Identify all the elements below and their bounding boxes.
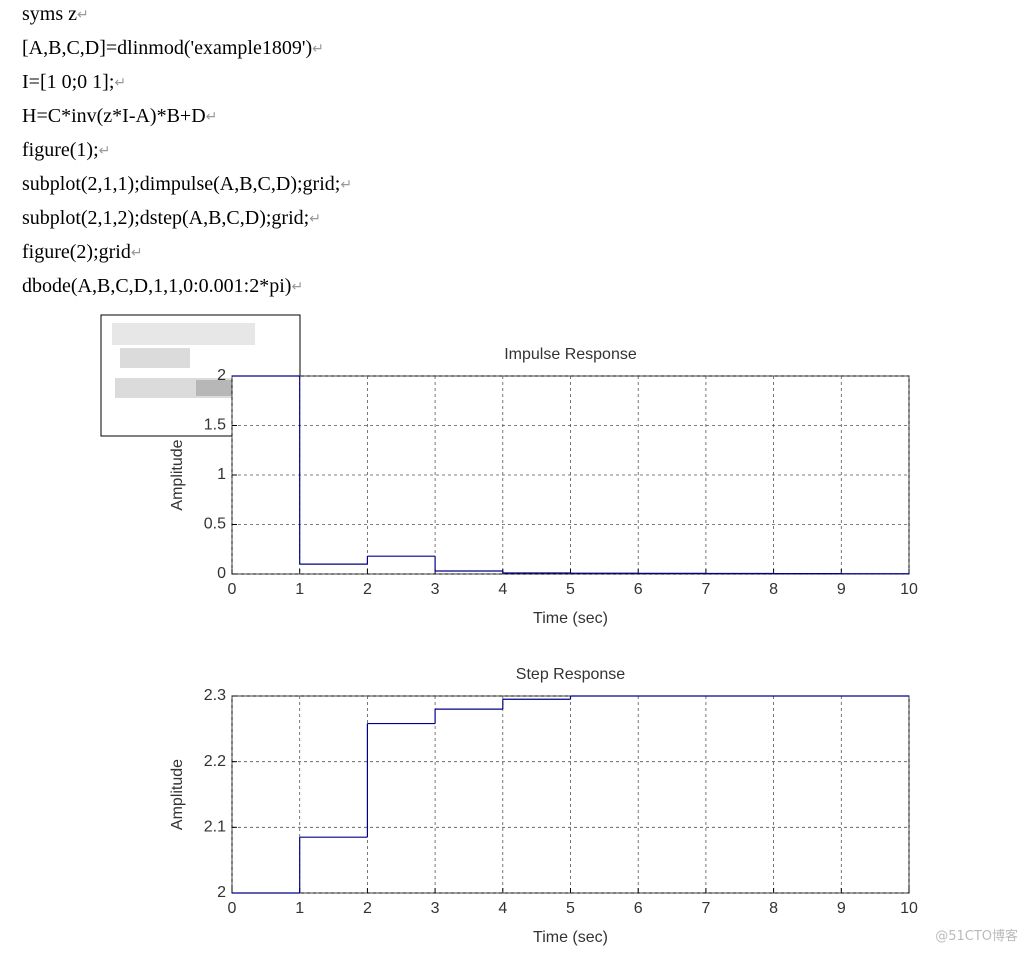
y-tick-label: 1 <box>217 466 226 483</box>
y-axis-label: Amplitude <box>169 759 186 830</box>
code-text: I=[1 0;0 1]; <box>22 71 114 93</box>
code-line: syms z↵ <box>22 3 89 25</box>
x-tick-label: 8 <box>769 581 778 598</box>
y-tick-label: 2 <box>217 367 226 384</box>
y-tick-label: 2.2 <box>204 753 226 770</box>
x-tick-label: 7 <box>701 581 710 598</box>
x-tick-label: 10 <box>900 581 918 598</box>
x-tick-label: 1 <box>295 581 304 598</box>
chart-title: Step Response <box>516 666 626 683</box>
return-mark: ↵ <box>77 7 89 23</box>
x-tick-label: 6 <box>634 581 643 598</box>
code-text: H=C*inv(z*I-A)*B+D <box>22 105 206 127</box>
y-tick-label: 2.1 <box>204 819 226 836</box>
code-line: figure(2);grid↵ <box>22 241 143 263</box>
x-tick-label: 7 <box>701 900 710 917</box>
x-tick-label: 2 <box>363 581 372 598</box>
x-tick-label: 6 <box>634 900 643 917</box>
code-text: syms z <box>22 3 77 25</box>
x-tick-label: 5 <box>566 900 575 917</box>
x-tick-label: 8 <box>769 900 778 917</box>
return-mark: ↵ <box>131 245 143 261</box>
code-line: subplot(2,1,2);dstep(A,B,C,D);grid;↵ <box>22 207 321 229</box>
return-mark: ↵ <box>291 279 303 295</box>
y-axis-label: Amplitude <box>169 439 186 510</box>
code-line: [A,B,C,D]=dlinmod('example1809')↵ <box>22 37 324 59</box>
code-text: figure(2);grid <box>22 241 131 263</box>
x-axis-label: Time (sec) <box>533 929 608 946</box>
code-line: subplot(2,1,1);dimpulse(A,B,C,D);grid;↵ <box>22 173 352 195</box>
x-tick-label: 3 <box>431 581 440 598</box>
code-text: subplot(2,1,1);dimpulse(A,B,C,D);grid; <box>22 173 340 195</box>
y-tick-label: 0.5 <box>204 516 226 533</box>
x-tick-label: 10 <box>900 900 918 917</box>
y-tick-label: 2 <box>217 884 226 901</box>
x-tick-label: 9 <box>837 900 846 917</box>
code-text: figure(1); <box>22 139 99 161</box>
watermark: @51CTO博客 <box>935 928 1018 944</box>
x-tick-label: 2 <box>363 900 372 917</box>
x-tick-label: 0 <box>228 900 237 917</box>
return-mark: ↵ <box>114 75 126 91</box>
chart-title: Impulse Response <box>504 346 637 363</box>
return-mark: ↵ <box>309 211 321 227</box>
x-tick-label: 4 <box>498 581 507 598</box>
code-line: dbode(A,B,C,D,1,1,0:0.001:2*pi)↵ <box>22 275 303 297</box>
code-line: H=C*inv(z*I-A)*B+D↵ <box>22 105 217 127</box>
code-text: subplot(2,1,2);dstep(A,B,C,D);grid; <box>22 207 309 229</box>
code-line: figure(1);↵ <box>22 139 110 161</box>
code-line: I=[1 0;0 1];↵ <box>22 71 126 93</box>
y-tick-label: 1.5 <box>204 417 226 434</box>
x-tick-label: 3 <box>431 900 440 917</box>
return-mark: ↵ <box>206 109 218 125</box>
redacted-blur <box>112 323 255 398</box>
x-tick-label: 4 <box>498 900 507 917</box>
x-tick-label: 9 <box>837 581 846 598</box>
code-text: dbode(A,B,C,D,1,1,0:0.001:2*pi) <box>22 275 291 297</box>
y-tick-label: 0 <box>217 565 226 582</box>
x-tick-label: 0 <box>228 581 237 598</box>
y-tick-label: 2.3 <box>204 687 226 704</box>
return-mark: ↵ <box>99 143 111 159</box>
x-axis-label: Time (sec) <box>533 610 608 627</box>
return-mark: ↵ <box>340 177 352 193</box>
x-tick-label: 1 <box>295 900 304 917</box>
return-mark: ↵ <box>312 41 324 57</box>
x-tick-label: 5 <box>566 581 575 598</box>
code-text: [A,B,C,D]=dlinmod('example1809') <box>22 37 312 59</box>
